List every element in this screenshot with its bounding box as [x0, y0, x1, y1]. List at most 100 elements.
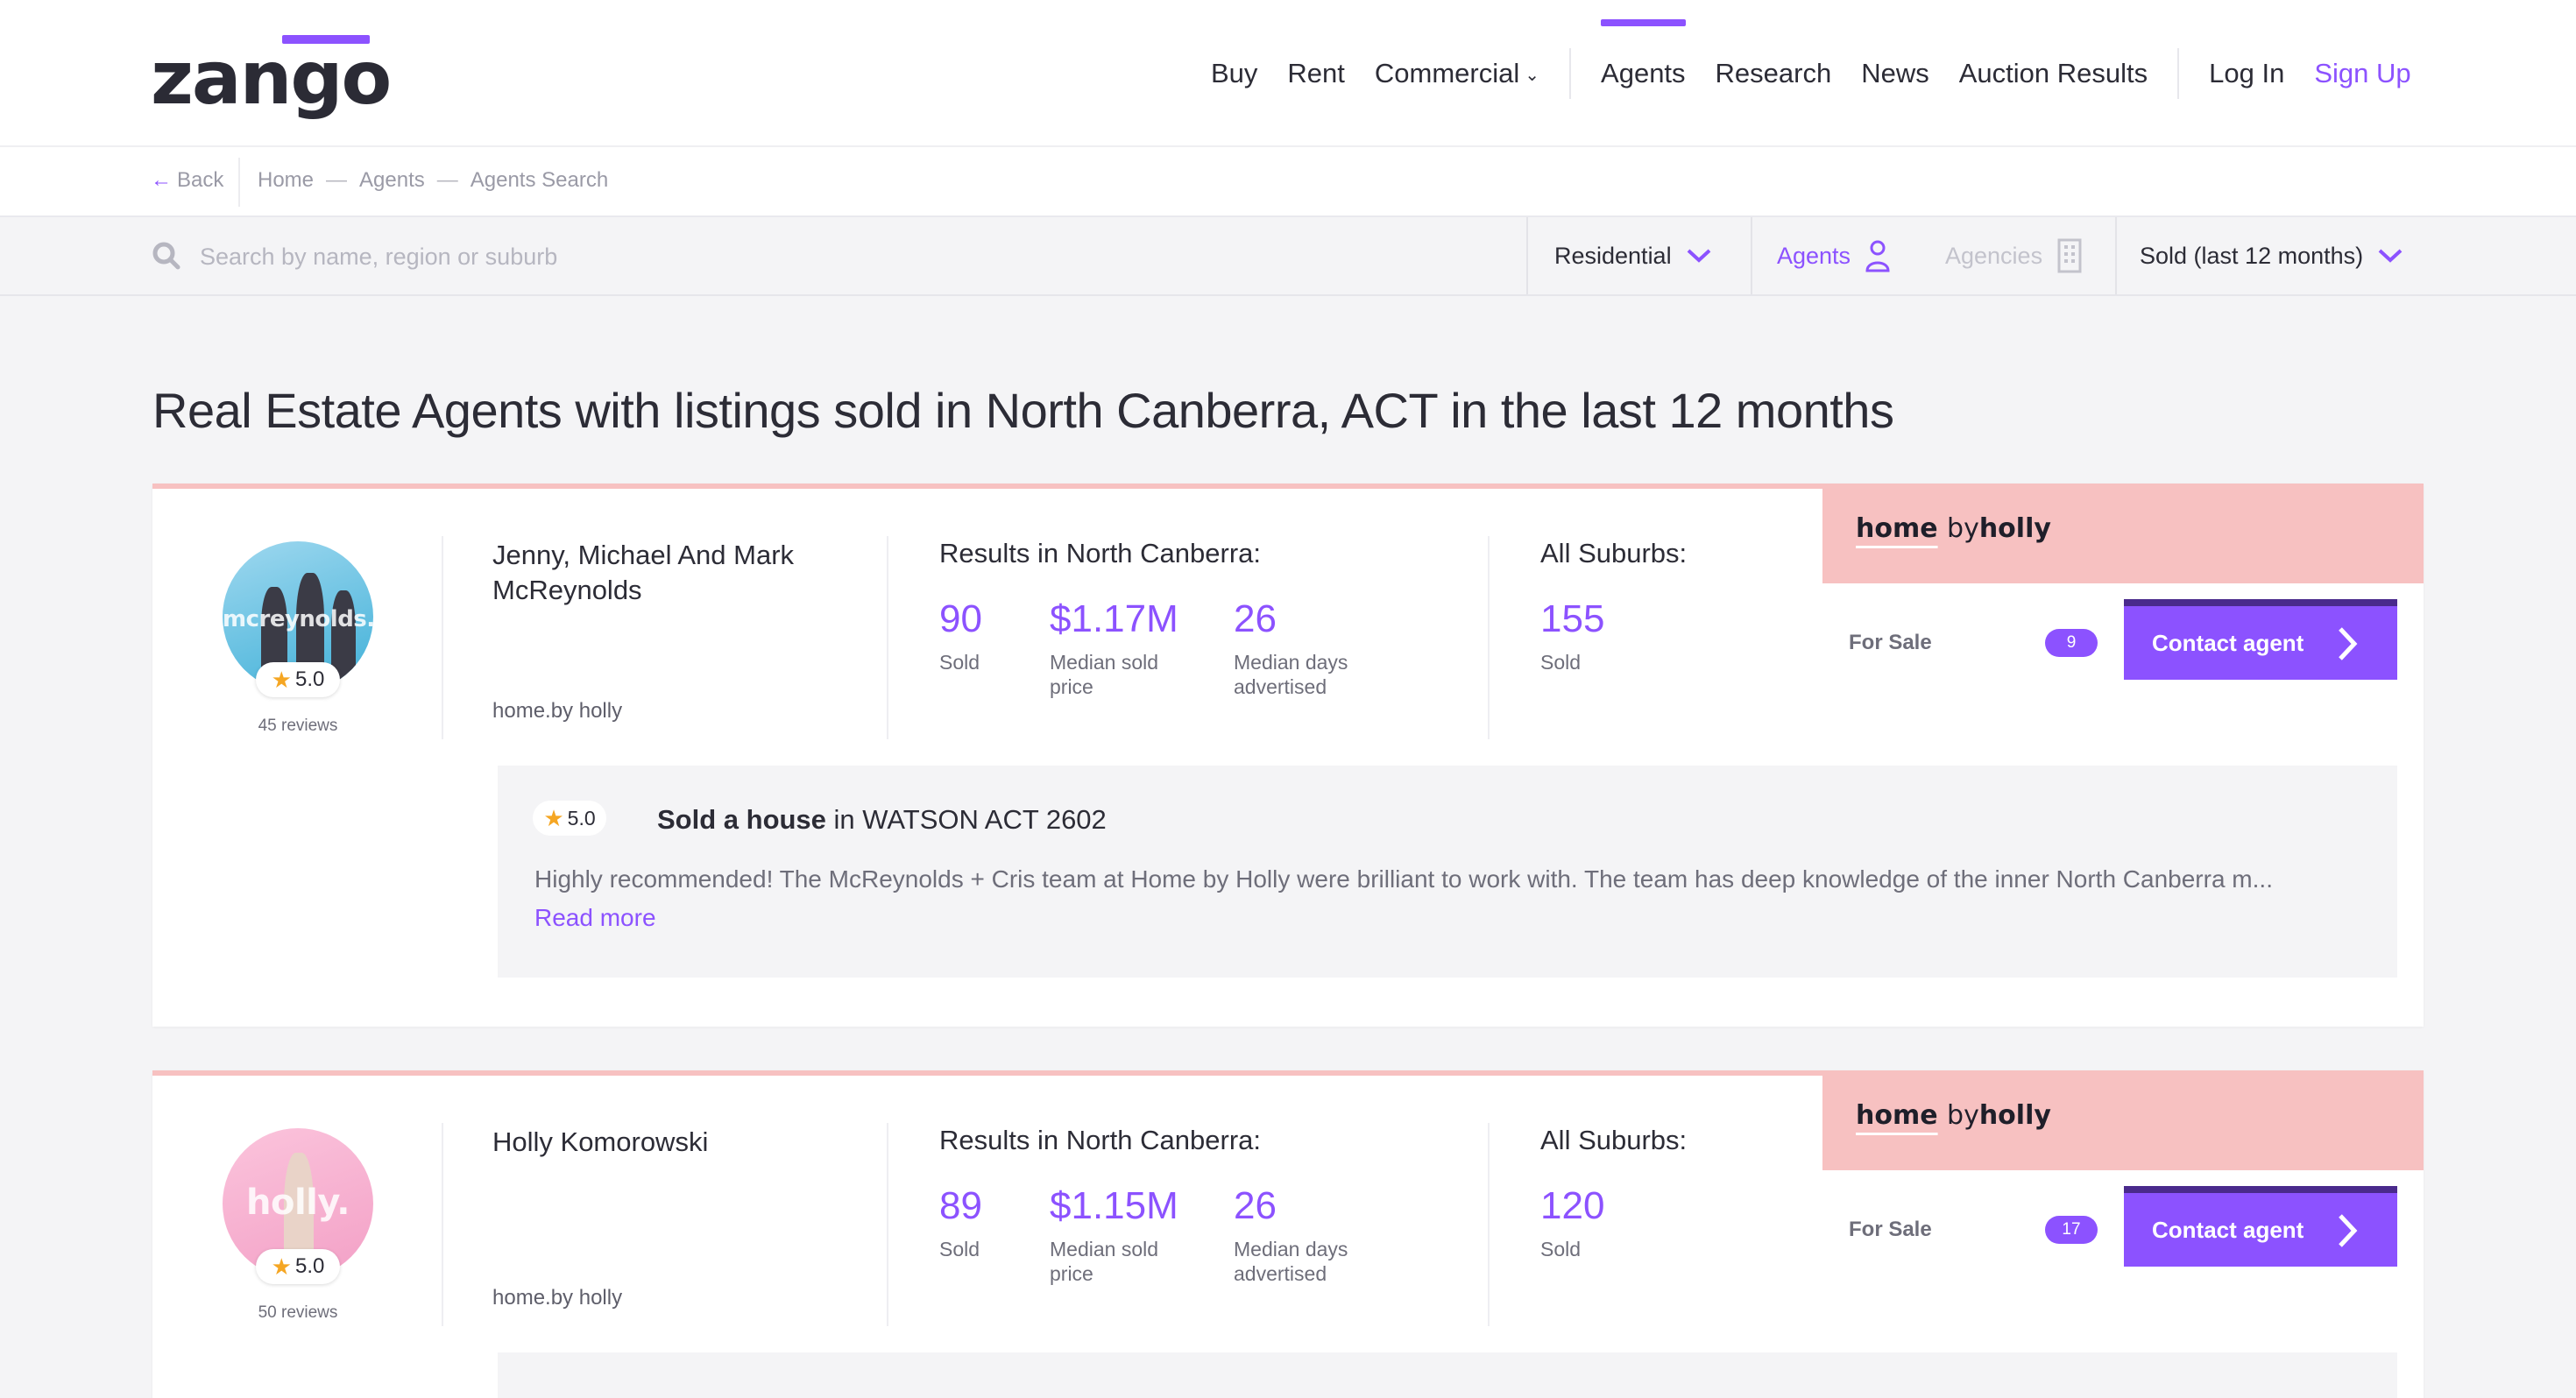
- breadcrumb-separator: —: [436, 168, 458, 192]
- breadcrumb-home[interactable]: Home: [258, 168, 315, 192]
- column-divider: [442, 1123, 443, 1326]
- filter-divider: [2115, 217, 2117, 294]
- review-snippet: [498, 1352, 2397, 1398]
- contact-agent-button[interactable]: Contact agent: [2124, 1186, 2397, 1267]
- contact-agent-label: Contact agent: [2152, 1216, 2304, 1243]
- for-sale-count-badge: 17: [2045, 1216, 2098, 1244]
- agent-card[interactable]: mcreynolds. ★ 5.0 45 reviews Jenny, Mich…: [152, 484, 2424, 1027]
- review-snippet: ★ 5.0 Sold a house in WATSON ACT 2602 Hi…: [498, 766, 2397, 978]
- agencies-toggle-label: Agencies: [1945, 242, 2043, 269]
- nav-news[interactable]: News: [1861, 58, 1929, 88]
- agent-name[interactable]: Holly Komorowski: [492, 1126, 709, 1157]
- arrow-left-icon: ←: [151, 168, 172, 192]
- nav-research[interactable]: Research: [1715, 58, 1832, 88]
- zango-logo[interactable]: zango: [151, 32, 392, 119]
- breadcrumb-separator: —: [326, 168, 348, 192]
- nav-commercial[interactable]: Commercial ⌄: [1375, 58, 1539, 89]
- agent-avatar[interactable]: holly.: [223, 1128, 373, 1279]
- stat-value: 90: [939, 597, 982, 640]
- stat-label: Median sold price: [1050, 651, 1159, 698]
- avatar-brand-text: holly.: [246, 1183, 350, 1223]
- results-title: Results in North Canberra:: [939, 1125, 1261, 1155]
- stat-label: Median sold price: [1050, 1238, 1159, 1285]
- login-link[interactable]: Log In: [2209, 58, 2285, 88]
- all-suburbs-title: All Suburbs:: [1540, 538, 1688, 568]
- period-label: Sold (last 12 months): [2140, 242, 2364, 269]
- review-title-bold: Sold a house: [657, 804, 826, 835]
- nav-auction-results[interactable]: Auction Results: [1958, 58, 2148, 88]
- nav-commercial-label: Commercial: [1374, 58, 1520, 88]
- chevron-down-icon: [2378, 249, 2403, 263]
- stat-sold: 90 Sold: [939, 596, 982, 674]
- search-input[interactable]: [200, 231, 1470, 282]
- review-title: Sold a house in WATSON ACT 2602: [657, 804, 1107, 836]
- star-icon: ★: [271, 666, 292, 693]
- agency-brand-panel[interactable]: home byholly: [1822, 1076, 2424, 1170]
- logo-accent-bar: [282, 35, 370, 44]
- column-divider: [442, 536, 443, 739]
- back-label: Back: [177, 168, 224, 192]
- rating-value: 5.0: [294, 667, 325, 691]
- stat-median-price: $1.17M Median sold price: [1050, 596, 1190, 699]
- building-icon: [2057, 238, 2082, 273]
- nav-rent[interactable]: Rent: [1287, 58, 1345, 88]
- read-more-link[interactable]: Read more: [534, 904, 656, 931]
- stat-value: 26: [1234, 597, 1277, 640]
- for-sale-count-badge: 9: [2045, 629, 2098, 657]
- back-button[interactable]: ← Back: [151, 168, 223, 193]
- agency-logo-holly: holly: [1978, 513, 2051, 544]
- for-sale-label[interactable]: For Sale: [1849, 631, 1932, 654]
- star-icon: ★: [543, 804, 564, 831]
- agent-card[interactable]: holly. ★ 5.0 50 reviews Holly Komorowski…: [152, 1070, 2424, 1398]
- agency-logo-home: home: [1856, 513, 1938, 544]
- stat-median-days: 26 Median days advertised: [1234, 1183, 1391, 1286]
- stat-label: Sold: [1540, 1238, 1582, 1260]
- nav-buy[interactable]: Buy: [1211, 58, 1258, 88]
- stat-value: 89: [939, 1184, 982, 1227]
- stat-all-sold: 120 Sold: [1540, 1183, 1604, 1261]
- search-bar: Residential Agents Agencies Sold (last 1…: [0, 217, 2576, 296]
- agency-name: home.by holly: [492, 1286, 623, 1310]
- rating-badge: ★ 5.0: [256, 1249, 340, 1284]
- stat-value: 26: [1234, 1184, 1277, 1227]
- agency-logo: home byholly: [1856, 1100, 2051, 1131]
- stat-value: 120: [1540, 1184, 1605, 1227]
- stat-sold: 89 Sold: [939, 1183, 982, 1261]
- agency-logo: home byholly: [1856, 513, 2051, 544]
- agent-avatar[interactable]: mcreynolds.: [223, 541, 373, 692]
- top-header: zango Buy Rent Commercial ⌄ Agents Resear…: [0, 0, 2576, 147]
- nav-divider: [2177, 48, 2180, 99]
- for-sale-label[interactable]: For Sale: [1849, 1218, 1932, 1241]
- stat-value: $1.15M: [1050, 1184, 1178, 1227]
- nav-agents[interactable]: Agents: [1601, 19, 1686, 88]
- agency-name: home.by holly: [492, 699, 623, 723]
- agency-logo-holly: holly: [1978, 1100, 2051, 1131]
- chevron-down-icon: [1687, 249, 1710, 263]
- period-dropdown[interactable]: Sold (last 12 months): [2140, 217, 2403, 294]
- property-type-dropdown[interactable]: Residential: [1554, 217, 1712, 294]
- breadcrumb: Home — Agents — Agents Search: [258, 168, 608, 193]
- stat-label: Sold: [1540, 651, 1582, 674]
- agent-name[interactable]: Jenny, Michael And Mark McReynolds: [492, 540, 795, 605]
- review-count[interactable]: 45 reviews: [258, 717, 338, 735]
- stat-all-sold: 155 Sold: [1540, 596, 1604, 674]
- breadcrumb-agents[interactable]: Agents: [359, 168, 425, 192]
- signup-link[interactable]: Sign Up: [2314, 58, 2411, 88]
- breadcrumb-divider: [238, 158, 240, 207]
- review-rating-value: 5.0: [567, 806, 596, 830]
- agency-logo-by: by: [1947, 513, 1979, 544]
- filter-divider: [1751, 217, 1752, 294]
- agency-logo-by: by: [1947, 1100, 1979, 1131]
- main-nav: Buy Rent Commercial ⌄ Agents Research New…: [1211, 0, 2411, 147]
- chevron-down-icon: ⌄: [1525, 66, 1540, 86]
- chevron-right-icon: [2339, 1214, 2358, 1247]
- review-count[interactable]: 50 reviews: [258, 1303, 338, 1322]
- person-icon: [1865, 240, 1890, 272]
- agency-brand-panel[interactable]: home byholly: [1822, 489, 2424, 583]
- agents-toggle[interactable]: Agents: [1777, 217, 1891, 294]
- stat-label: Median days advertised: [1234, 651, 1348, 698]
- agencies-toggle[interactable]: Agencies: [1945, 217, 2083, 294]
- contact-agent-button[interactable]: Contact agent: [2124, 599, 2397, 680]
- all-suburbs-title: All Suburbs:: [1540, 1125, 1688, 1155]
- stat-label: Median days advertised: [1234, 1238, 1348, 1285]
